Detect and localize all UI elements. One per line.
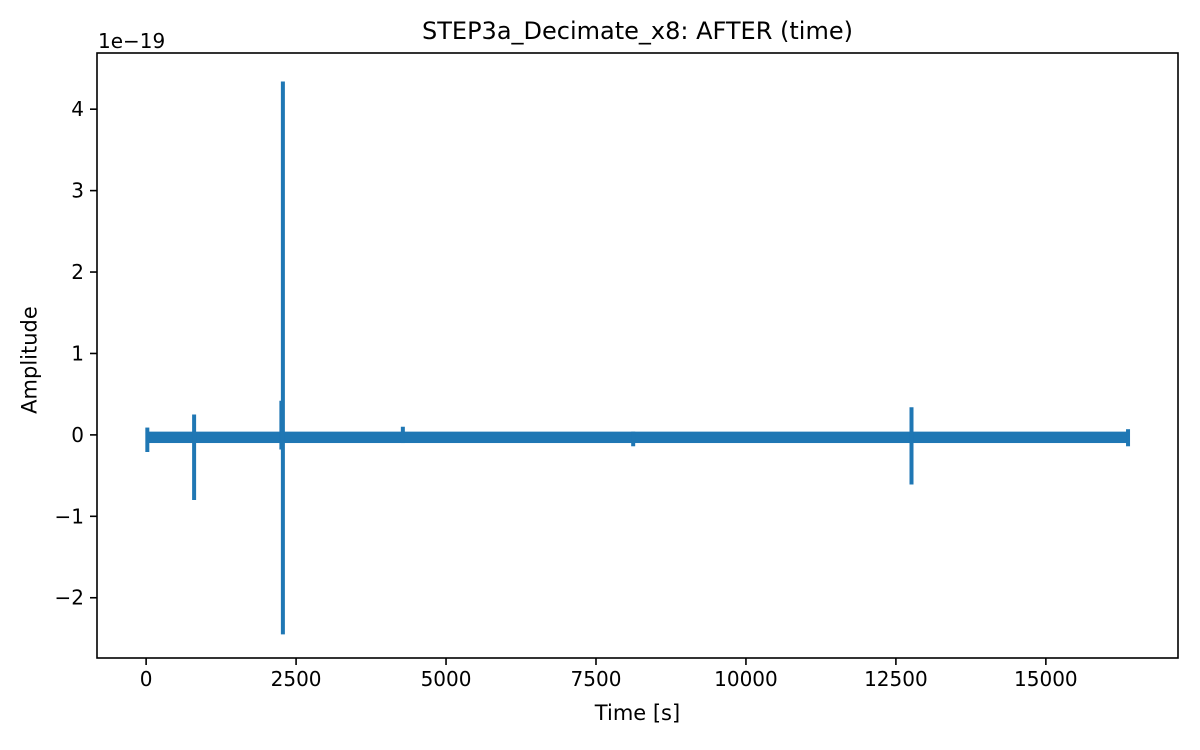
signal-baseline-band [146,431,1129,444]
y-tick-label: 3 [71,179,84,203]
y-tick-label: 1 [71,341,84,365]
x-tick-label: 7500 [571,667,622,691]
y-tick-label: 2 [71,260,84,284]
x-tick-label: 5000 [421,667,472,691]
x-tick-label: 15000 [1014,667,1078,691]
chart-title: STEP3a_Decimate_x8: AFTER (time) [422,17,853,45]
y-axis-offset-text: 1e−19 [98,29,166,53]
axes-spines [96,52,1179,659]
y-tick-label: −1 [55,504,84,528]
x-tick-label: 10000 [714,667,778,691]
y-tick-label: −2 [55,586,84,610]
y-tick-label: 4 [71,97,84,121]
x-tick-label: 0 [140,667,153,691]
x-axis-label: Time [s] [594,701,681,725]
y-axis-label: Amplitude [17,306,42,414]
y-tick-label: 0 [71,423,84,447]
x-tick-label: 2500 [271,667,322,691]
x-tick-label: 12500 [864,667,928,691]
